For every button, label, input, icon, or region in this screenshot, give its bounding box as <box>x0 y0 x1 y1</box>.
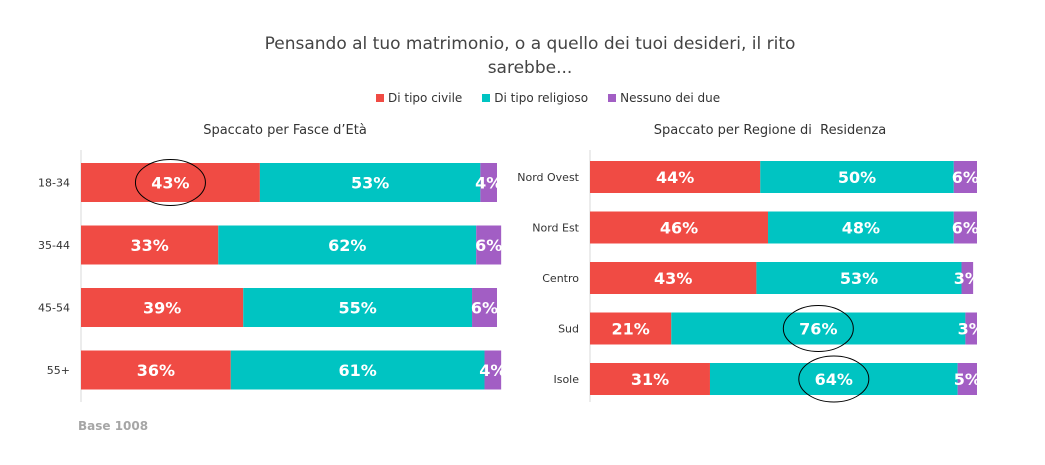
age-data-label-45-54-nessuno-dei-due: 6% <box>471 299 498 318</box>
region-bar-isole-nessuno-dei-due <box>957 363 977 395</box>
age-data-label-45-54-di-tipo-civile: 39% <box>143 299 181 318</box>
legend-label-nessuno: Nessuno dei due <box>620 91 721 105</box>
region-data-label-sud-di-tipo-civile: 21% <box>611 320 649 339</box>
region-category-label-nord-est: Nord Est <box>532 222 579 235</box>
region-data-label-isole-di-tipo-religioso: 64% <box>815 370 853 389</box>
age-bar-45-54-di-tipo-civile <box>81 288 244 327</box>
age-bar-55-di-tipo-religioso <box>230 350 485 390</box>
region-data-label-sud-nessuno-dei-due: 3% <box>958 320 985 339</box>
age-bar-55-nessuno-dei-due <box>484 350 502 390</box>
region-data-label-centro-nessuno-dei-due: 3% <box>954 269 981 288</box>
age-bar-18-34-di-tipo-civile <box>81 163 260 202</box>
legend-item-religioso: Di tipo religioso <box>482 91 588 105</box>
region-data-label-centro-di-tipo-civile: 43% <box>654 269 692 288</box>
age-category-label-35-44: 35-44 <box>38 239 70 252</box>
region-chart-title: Spaccato per Regione di Residenza <box>653 123 887 138</box>
region-bar-nord-ovest-nessuno-dei-due <box>953 161 977 193</box>
age-data-label-55-nessuno-dei-due: 4% <box>479 361 506 380</box>
age-data-label-18-34-nessuno-dei-due: 4% <box>475 174 502 193</box>
age-data-label-18-34-di-tipo-civile: 43% <box>151 174 189 193</box>
legend-label-civile: Di tipo civile <box>388 91 463 105</box>
region-highlight-circle-isole <box>798 355 870 403</box>
base-note: Base 1008 <box>78 419 149 433</box>
age-data-label-55-di-tipo-religioso: 61% <box>338 361 376 380</box>
region-data-label-nord-est-di-tipo-civile: 46% <box>660 219 698 238</box>
region-data-label-nord-ovest-di-tipo-religioso: 50% <box>838 168 876 187</box>
age-chart-title: Spaccato per Fasce d’Età <box>203 123 367 138</box>
age-data-label-55-di-tipo-civile: 36% <box>137 361 175 380</box>
age-bar-35-44-di-tipo-religioso <box>218 225 477 265</box>
age-data-label-35-44-di-tipo-religioso: 62% <box>328 236 366 255</box>
age-category-label-18-34: 18-34 <box>38 177 70 190</box>
age-data-label-18-34-di-tipo-religioso: 53% <box>351 174 389 193</box>
region-bar-centro-di-tipo-civile <box>590 262 757 294</box>
region-category-label-nord-ovest: Nord Ovest <box>517 171 579 184</box>
region-data-label-nord-ovest-nessuno-dei-due: 6% <box>952 168 979 187</box>
age-data-label-35-44-di-tipo-civile: 33% <box>130 236 168 255</box>
region-bar-nord-est-di-tipo-civile <box>590 211 769 244</box>
region-category-label-centro: Centro <box>542 272 579 285</box>
age-bar-35-44-nessuno-dei-due <box>476 225 502 265</box>
region-bar-nord-ovest-di-tipo-religioso <box>760 161 954 193</box>
age-data-label-45-54-di-tipo-religioso: 55% <box>338 299 376 318</box>
legend-item-civile: Di tipo civile <box>376 91 462 105</box>
region-data-label-centro-di-tipo-religioso: 53% <box>840 269 878 288</box>
region-data-label-nord-est-nessuno-dei-due: 6% <box>952 219 979 238</box>
chart-title: Pensando al tuo matrimonio, o a quello d… <box>264 34 796 78</box>
age-bar-55-di-tipo-civile <box>81 350 231 390</box>
region-bar-sud-di-tipo-religioso <box>671 312 966 345</box>
age-category-label-55: 55+ <box>47 364 70 377</box>
region-bar-centro-di-tipo-religioso <box>756 262 962 294</box>
region-data-label-isole-nessuno-dei-due: 5% <box>954 370 981 389</box>
region-data-label-sud-di-tipo-religioso: 76% <box>799 320 837 339</box>
age-highlight-circle-18-34 <box>134 159 206 206</box>
age-bar-45-54-nessuno-dei-due <box>472 288 497 327</box>
legend-label-religioso: Di tipo religioso <box>494 91 589 105</box>
age-data-label-35-44-nessuno-dei-due: 6% <box>475 236 502 255</box>
age-bar-35-44-di-tipo-civile <box>81 225 219 265</box>
region-bar-isole-di-tipo-religioso <box>709 363 958 395</box>
legend-swatch-religioso <box>482 94 491 102</box>
region-bar-nord-est-di-tipo-religioso <box>768 211 954 244</box>
legend-item-nessuno: Nessuno dei due <box>608 91 720 105</box>
region-data-label-nord-est-di-tipo-religioso: 48% <box>842 219 880 238</box>
region-data-label-isole-di-tipo-civile: 31% <box>631 370 669 389</box>
region-bar-sud-nessuno-dei-due <box>965 312 977 345</box>
region-data-label-nord-ovest-di-tipo-civile: 44% <box>656 168 694 187</box>
age-bar-45-54-di-tipo-religioso <box>243 288 473 327</box>
region-highlight-circle-sud <box>782 305 854 352</box>
region-bar-sud-di-tipo-civile <box>590 312 672 345</box>
age-bar-18-34-di-tipo-religioso <box>259 163 481 202</box>
region-bar-nord-est-nessuno-dei-due <box>953 211 977 244</box>
region-bar-centro-nessuno-dei-due <box>961 262 974 294</box>
legend-swatch-civile <box>376 94 384 102</box>
region-category-label-sud: Sud <box>558 323 579 336</box>
region-bar-nord-ovest-di-tipo-civile <box>590 161 761 193</box>
age-category-label-45-54: 45-54 <box>38 302 70 315</box>
legend-swatch-nessuno <box>608 94 617 102</box>
region-category-label-isole: Isole <box>553 373 579 386</box>
age-bar-18-34-nessuno-dei-due <box>480 163 497 202</box>
region-bar-isole-di-tipo-civile <box>590 363 710 395</box>
legend: Di tipo civile Di tipo religioso Nessuno… <box>376 89 740 107</box>
